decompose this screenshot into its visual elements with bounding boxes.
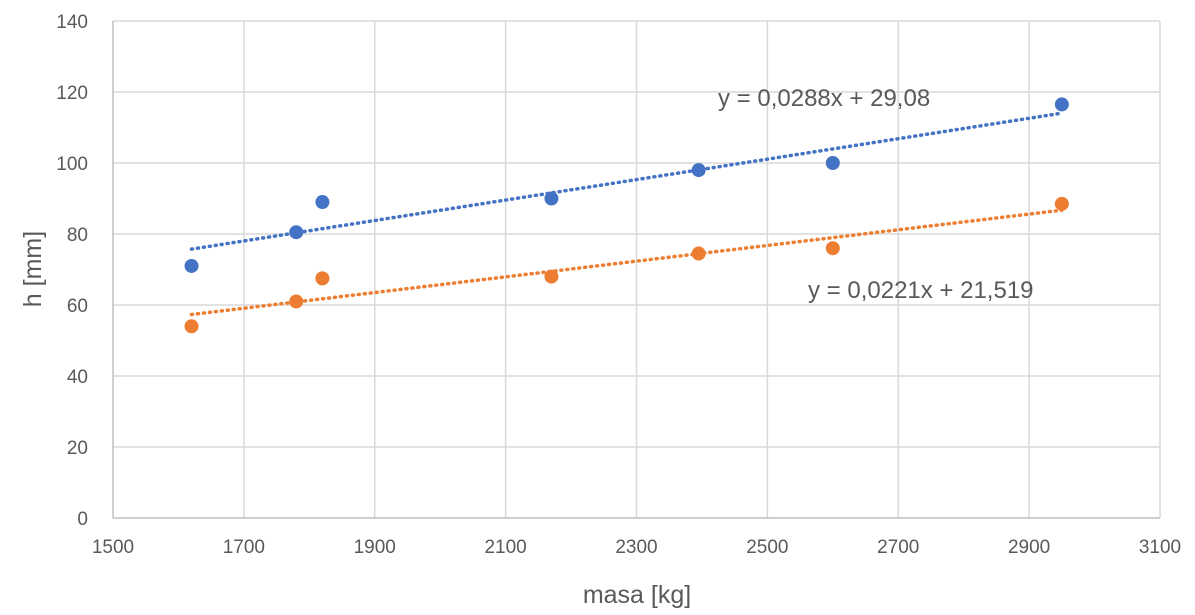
trendline-equation-blue: y = 0,0288x + 29,08 (718, 85, 930, 112)
data-point-series-0 (315, 195, 330, 210)
data-point-series-0 (184, 258, 199, 273)
y-tick-label: 20 (67, 438, 88, 459)
data-point-series-0 (691, 163, 706, 178)
data-point-series-1 (691, 246, 706, 261)
data-point-series-1 (544, 269, 559, 284)
labels: masa [kg] h [mm] y = 0,0288x + 29,08 y =… (19, 85, 1034, 609)
data-point-series-0 (544, 191, 559, 206)
y-tick-label: 40 (67, 367, 88, 388)
data-point-series-0 (1054, 97, 1069, 112)
x-tick-label: 2100 (484, 537, 526, 558)
trendline-0 (189, 111, 1064, 251)
y-axis-title: h [mm] (19, 231, 47, 307)
data-point-series-1 (1054, 196, 1069, 211)
trendline-equation-orange: y = 0,0221x + 21,519 (808, 277, 1034, 304)
y-tick-label: 100 (56, 154, 88, 175)
trendline-1 (189, 208, 1064, 317)
x-tick-label: 3100 (1139, 537, 1181, 558)
x-tick-label: 2700 (877, 537, 919, 558)
data-point-series-1 (289, 294, 304, 309)
y-tick-label: 120 (56, 83, 88, 104)
y-tick-label: 140 (56, 12, 88, 33)
x-tick-label: 1900 (354, 537, 396, 558)
data-point-series-1 (184, 319, 199, 334)
y-tick-label: 0 (77, 509, 88, 530)
data-point-series-0 (825, 156, 840, 170)
y-tick-label: 60 (67, 296, 88, 317)
x-tick-label: 2500 (746, 537, 788, 558)
y-tick-label: 80 (67, 225, 88, 246)
x-tick-label: 1500 (92, 537, 134, 558)
trendlines (189, 111, 1064, 317)
x-tick-label: 1700 (223, 537, 265, 558)
data-points (184, 97, 1069, 334)
x-tick-label: 2300 (615, 537, 657, 558)
axes: 1500 1700 1900 2100 2300 2500 2700 2900 3100 0 20 4… (56, 12, 1181, 558)
x-tick-label: 2900 (1008, 537, 1050, 558)
data-point-series-1 (825, 241, 840, 256)
data-point-series-1 (315, 271, 330, 286)
x-axis-title: masa [kg] (583, 581, 691, 609)
gridlines (113, 20, 1161, 518)
data-point-series-0 (289, 225, 304, 240)
